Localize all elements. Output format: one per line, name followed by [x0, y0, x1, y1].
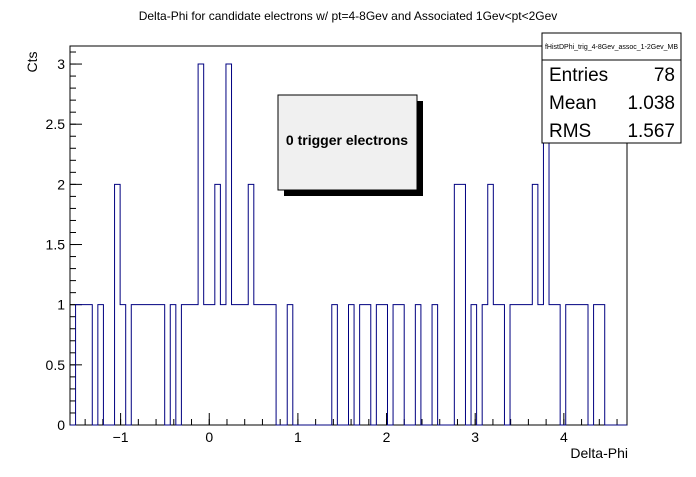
histogram-series-line [70, 63, 627, 426]
x-tick-label: 3 [471, 429, 479, 445]
y-axis-label: Cts [24, 52, 40, 73]
stats-box: fHistDPhi_trig_4-8Gev_assoc_1-2Gev_MB En… [541, 32, 682, 144]
stats-entries-label: Entries [549, 65, 608, 86]
annotation-text: 0 trigger electrons [286, 132, 408, 148]
y-tick-label: 2.5 [46, 116, 66, 132]
x-tick-label: 2 [383, 429, 391, 445]
stats-rms-label: RMS [549, 121, 591, 142]
y-tick-label: 0.5 [46, 357, 66, 373]
stats-panel [541, 32, 682, 144]
x-tick-label: −1 [113, 429, 129, 445]
y-tick-label: 2 [57, 176, 65, 192]
y-tick-label: 0 [57, 417, 65, 433]
stats-entries-value: 78 [654, 65, 675, 86]
stats-rms-value: 1.567 [627, 121, 675, 142]
stats-name: fHistDPhi_trig_4-8Gev_assoc_1-2Gev_MB [545, 44, 678, 51]
stats-mean-value: 1.038 [627, 93, 675, 114]
y-tick-label: 1 [57, 297, 65, 313]
y-tick-label: 1.5 [46, 237, 66, 253]
annotation-panel [277, 94, 418, 191]
chart-title: Delta-Phi for candidate electrons w/ pt=… [139, 9, 558, 23]
y-tick-label: 3 [57, 56, 65, 72]
stats-mean-label: Mean [549, 93, 597, 114]
annotation-box: 0 trigger electrons [277, 94, 423, 196]
x-axis-label: Delta-Phi [570, 445, 628, 461]
x-tick-label: 1 [294, 429, 302, 445]
x-tick-label: 4 [560, 429, 568, 445]
x-tick-label: 0 [205, 429, 213, 445]
